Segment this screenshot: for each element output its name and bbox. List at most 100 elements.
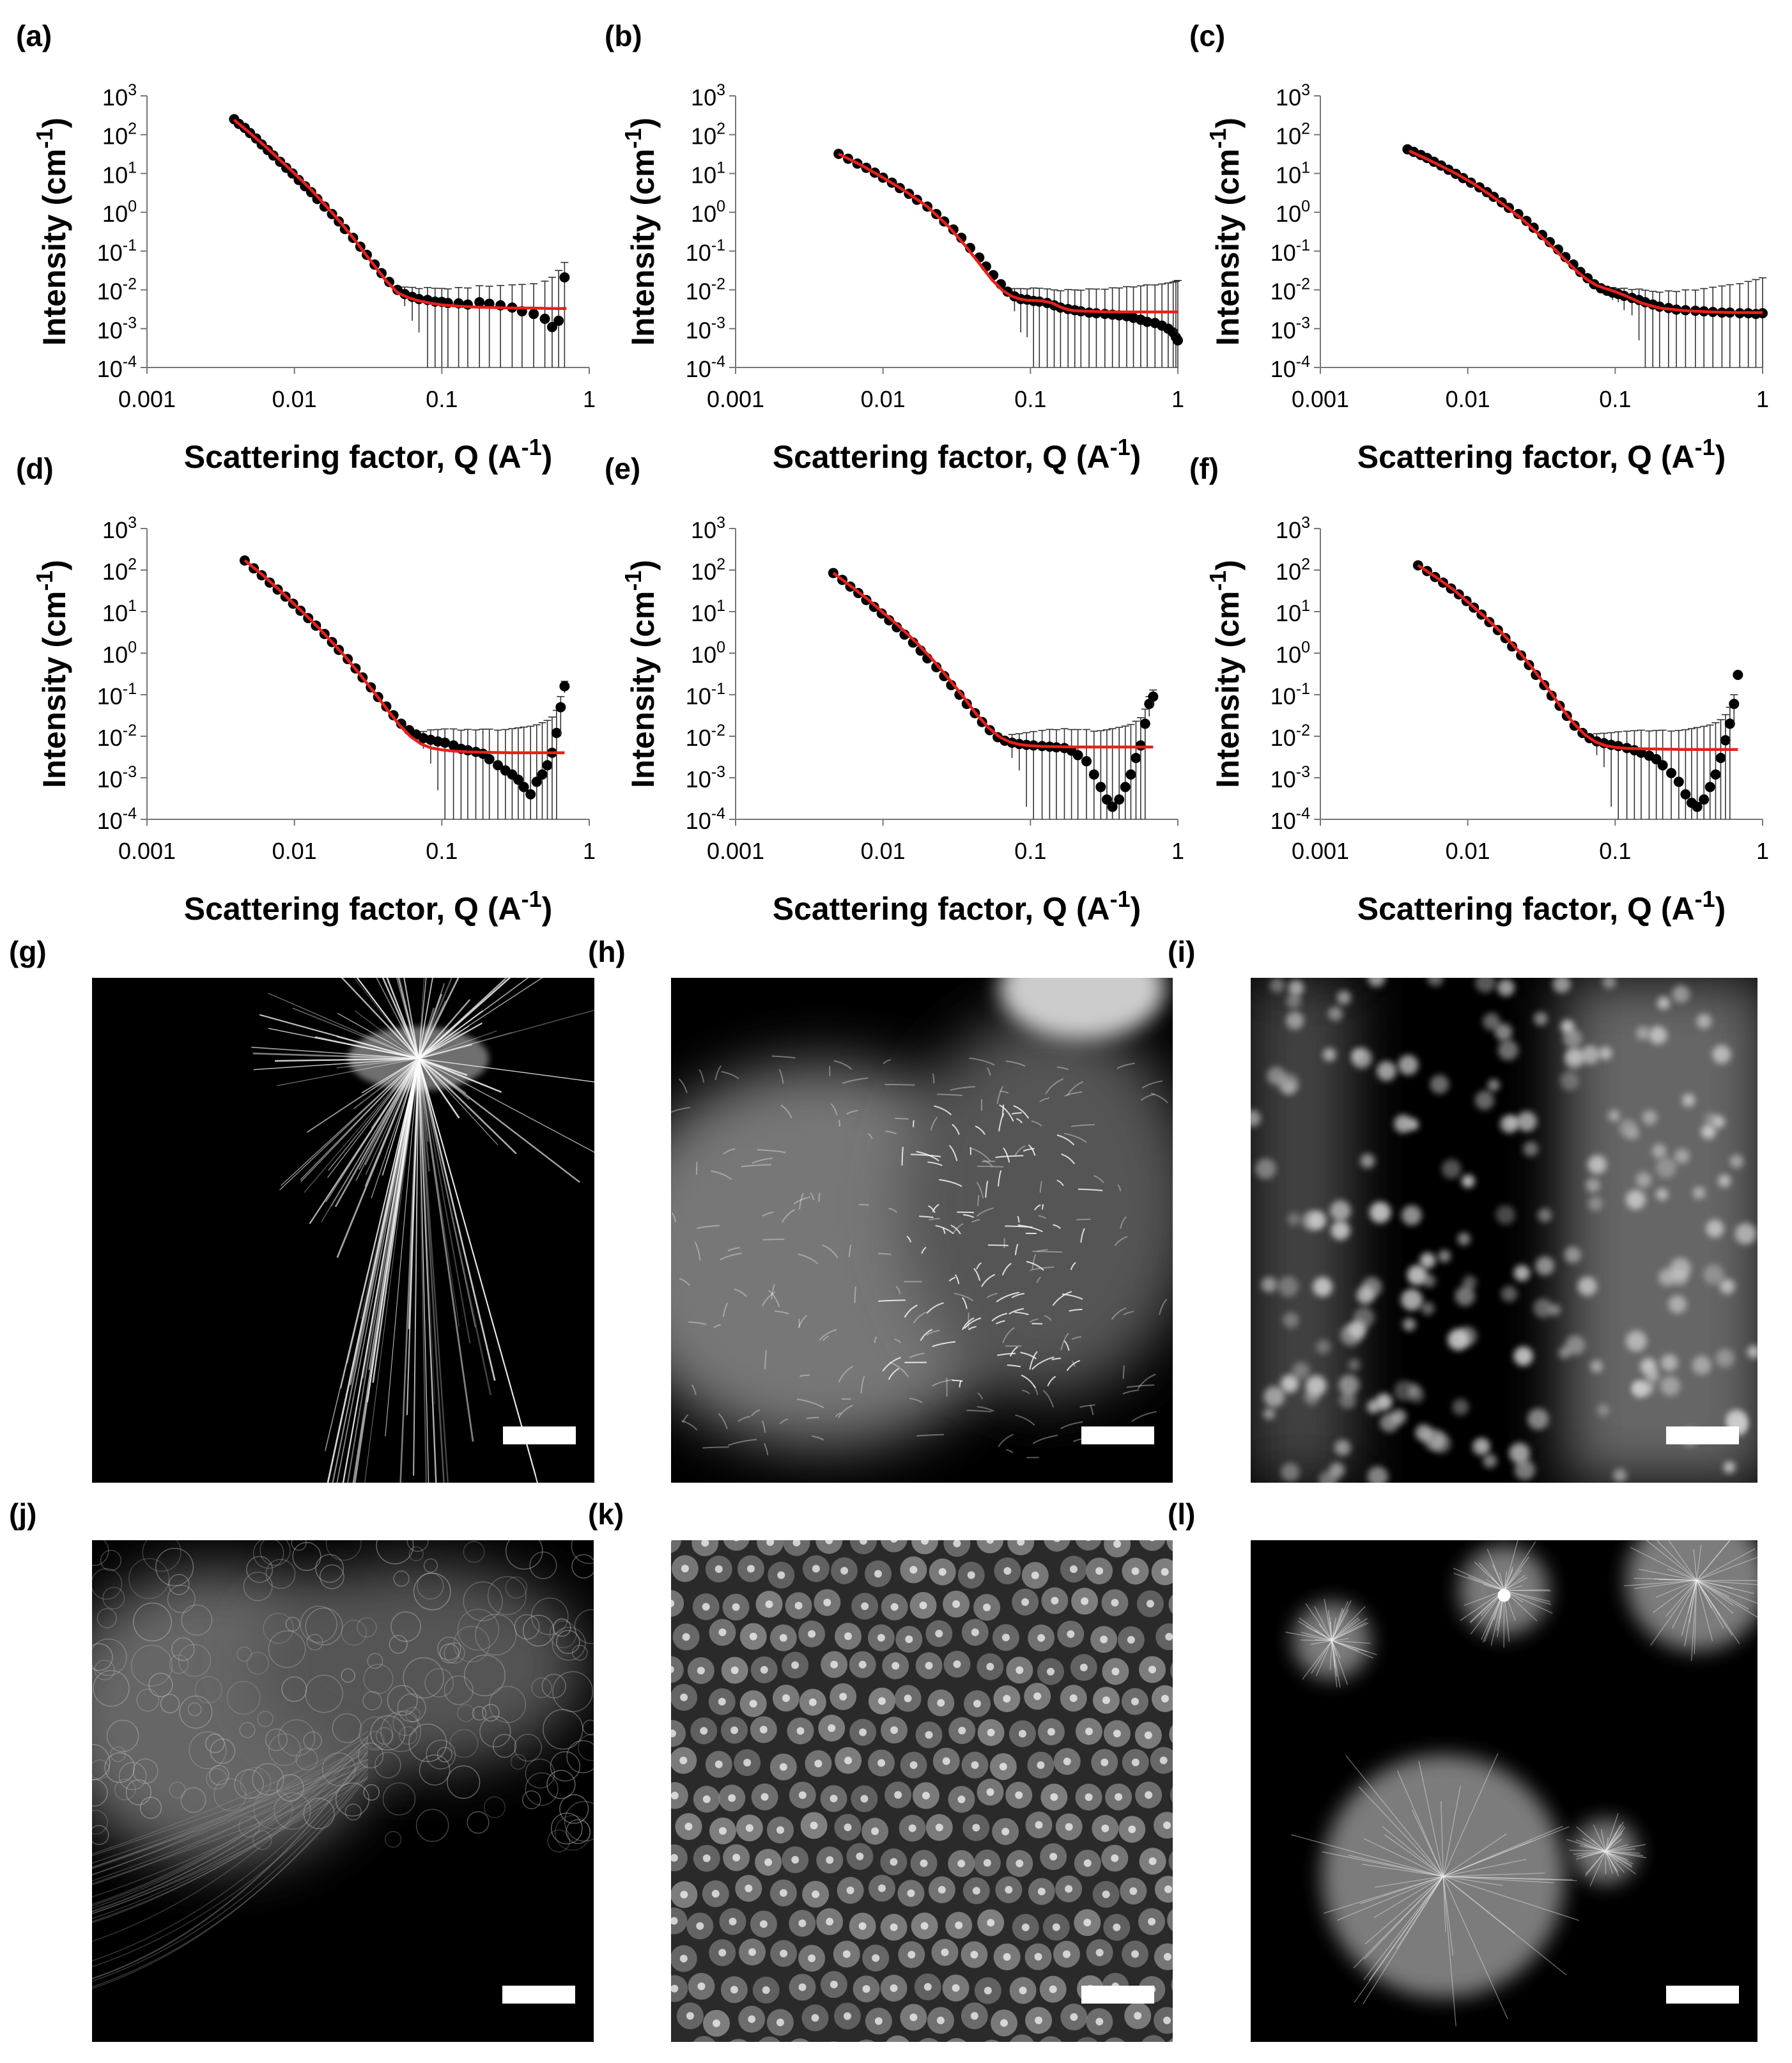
data-point xyxy=(546,321,557,332)
data-point xyxy=(1125,769,1136,780)
y-tick-label: 101 xyxy=(1276,158,1310,188)
x-tick-label: 1 xyxy=(1756,838,1769,864)
fit-curve xyxy=(233,118,567,311)
chart-panel: (e) 10-4 10-3 10-2 10-1 100 101 102 103 0.001 0.01… xyxy=(605,452,1184,927)
data-point xyxy=(396,718,406,729)
y-tick-label: 10-2 xyxy=(97,722,137,751)
y-axis-title: Intensity (cm-1) xyxy=(620,560,661,788)
y-tick-label: 10-1 xyxy=(686,680,725,709)
data-point xyxy=(1720,735,1731,746)
micrograph-image xyxy=(671,1540,1173,2042)
panel-label: (c) xyxy=(1189,19,1225,52)
y-tick-label: 10-1 xyxy=(686,236,725,266)
data-point xyxy=(440,738,451,748)
panel-label: (i) xyxy=(1168,935,1195,968)
y-tick-label: 10-4 xyxy=(97,805,137,834)
chart-panel: (a) 10-4 10-3 10-2 10-1 100 101 102 103 0.001 0.01… xyxy=(16,19,596,475)
data-point xyxy=(931,661,942,672)
x-tick-label: 1 xyxy=(583,386,596,412)
data-point xyxy=(1673,777,1684,787)
micrograph-image xyxy=(92,1540,594,2042)
chart-panel: (f) 10-4 10-3 10-2 10-1 100 101 102 103 0.001 0.01… xyxy=(1189,452,1769,927)
data-point xyxy=(1729,699,1740,709)
y-tick-label: 101 xyxy=(691,597,725,626)
micrograph-panel: (g) xyxy=(9,935,594,1483)
data-point xyxy=(939,670,950,681)
x-tick-label: 1 xyxy=(1756,386,1769,412)
micrograph-image xyxy=(671,978,1173,1483)
data-point xyxy=(493,760,504,771)
data-point xyxy=(293,174,304,185)
data-point xyxy=(531,777,542,787)
x-tick-label: 0.01 xyxy=(861,386,906,412)
x-axis-title: Scattering factor, Q (A-1) xyxy=(1357,434,1726,475)
data-point xyxy=(1657,760,1668,771)
scale-bar xyxy=(1666,1986,1739,2004)
data-point xyxy=(1081,756,1092,767)
data-point xyxy=(1537,229,1548,240)
x-tick-label: 1 xyxy=(1171,838,1184,864)
data-point xyxy=(1088,769,1099,780)
y-tick-label: 103 xyxy=(1276,81,1310,111)
data-point xyxy=(1507,641,1518,652)
y-tick-label: 10-4 xyxy=(1271,805,1310,834)
data-point xyxy=(539,313,550,324)
x-tick-label: 0.001 xyxy=(707,386,764,412)
y-tick-label: 101 xyxy=(691,158,725,188)
y-tick-label: 10-2 xyxy=(1271,275,1310,305)
fit-curve xyxy=(243,559,565,755)
panel-label: (g) xyxy=(9,935,47,968)
y-tick-label: 10-4 xyxy=(686,805,725,834)
y-tick-label: 102 xyxy=(1276,555,1310,585)
y-tick-label: 10-3 xyxy=(97,314,137,343)
data-point xyxy=(559,272,570,283)
data-point xyxy=(1699,794,1710,805)
data-point xyxy=(1692,801,1703,812)
fit-curve xyxy=(832,571,1154,749)
micrograph-panel: (l) xyxy=(1168,1497,1757,2042)
data-point xyxy=(1101,794,1112,805)
y-tick-label: 100 xyxy=(691,638,725,668)
data-point xyxy=(1135,740,1146,751)
y-tick-label: 101 xyxy=(102,158,137,188)
y-tick-label: 10-1 xyxy=(97,680,137,709)
y-tick-label: 10-1 xyxy=(97,236,137,266)
y-axis-title: Intensity (cm-1) xyxy=(1205,560,1246,788)
data-point xyxy=(1095,782,1106,792)
data-point xyxy=(1710,769,1721,780)
micrograph-image xyxy=(1251,1540,1757,2042)
data-point xyxy=(1704,782,1715,792)
y-tick-label: 101 xyxy=(1276,597,1310,626)
panel-label: (j) xyxy=(9,1497,36,1531)
data-point xyxy=(474,297,485,307)
data-point xyxy=(1666,768,1677,778)
x-axis-title: Scattering factor, Q (A-1) xyxy=(1357,886,1726,927)
x-tick-label: 0.01 xyxy=(272,386,317,412)
panel-label: (e) xyxy=(605,452,640,485)
fit-curve xyxy=(1408,150,1763,314)
y-tick-label: 10-3 xyxy=(686,763,725,792)
data-point xyxy=(1107,801,1118,812)
data-point xyxy=(1072,750,1083,761)
data-point xyxy=(1173,335,1183,346)
scale-bar xyxy=(502,1986,575,2004)
y-axis-title: Intensity (cm-1) xyxy=(31,560,72,788)
x-tick-label: 0.01 xyxy=(1446,838,1490,864)
y-tick-label: 10-2 xyxy=(686,275,725,305)
y-tick-label: 10-3 xyxy=(686,314,725,343)
y-tick-label: 102 xyxy=(102,120,137,150)
x-axis-title: Scattering factor, Q (A-1) xyxy=(773,434,1141,475)
y-tick-label: 103 xyxy=(1276,514,1310,543)
y-tick-label: 100 xyxy=(102,638,137,668)
data-point xyxy=(518,782,529,792)
scale-bar xyxy=(1081,1426,1154,1444)
y-tick-label: 100 xyxy=(102,197,137,227)
y-tick-label: 10-2 xyxy=(686,722,725,751)
x-axis-title: Scattering factor, Q (A-1) xyxy=(184,434,553,475)
x-tick-label: 0.001 xyxy=(1292,838,1349,864)
data-point xyxy=(1148,691,1159,702)
x-tick-label: 0.001 xyxy=(707,838,764,864)
micrograph-panel: (j) xyxy=(9,1497,594,2042)
data-point xyxy=(1733,669,1743,680)
micrograph-image xyxy=(1251,978,1757,1483)
